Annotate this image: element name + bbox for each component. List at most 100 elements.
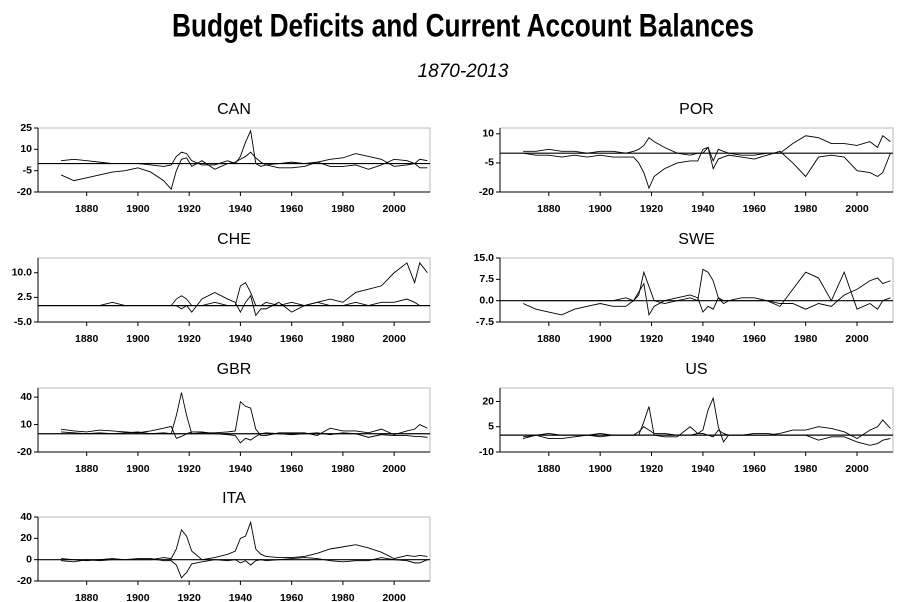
y-tick-label: 20 <box>20 532 32 544</box>
series-line <box>523 268 891 310</box>
x-tick-label: 1960 <box>280 463 304 475</box>
y-tick-label: 0.0 <box>479 294 494 306</box>
x-tick-label: 1940 <box>229 333 253 345</box>
plot-frame <box>37 127 431 193</box>
x-tick-label: 1940 <box>229 592 253 602</box>
x-tick-label: 1980 <box>331 203 355 215</box>
y-tick-label: -7.5 <box>476 316 494 328</box>
y-tick-label: 10 <box>20 143 32 155</box>
y-tick-label: -20 <box>17 446 32 458</box>
x-tick-label: 2000 <box>382 333 406 345</box>
series-line <box>523 396 891 443</box>
x-tick-label: 1900 <box>126 333 150 345</box>
y-tick-label: -20 <box>17 186 32 198</box>
series-line <box>523 426 891 446</box>
series-line <box>61 261 428 317</box>
x-tick-label: 1980 <box>794 203 818 215</box>
x-tick-label: 1960 <box>280 203 304 215</box>
x-tick-label: 1960 <box>280 592 304 602</box>
x-tick-label: 1900 <box>588 203 612 215</box>
x-tick-label: 1920 <box>177 203 201 215</box>
x-tick-label: 1880 <box>75 592 99 602</box>
x-tick-label: 1980 <box>331 463 355 475</box>
x-tick-label: 1980 <box>331 592 355 602</box>
x-tick-label: 1940 <box>229 463 253 475</box>
y-tick-label: 10 <box>20 418 32 430</box>
x-tick-label: 2000 <box>382 463 406 475</box>
x-tick-label: 1920 <box>640 463 664 475</box>
y-tick-label: 7.5 <box>479 273 494 285</box>
series-line <box>523 135 891 163</box>
y-tick-label: 15.0 <box>474 252 495 264</box>
series-line <box>523 146 891 190</box>
page-subtitle: 1870-2013 <box>418 61 509 82</box>
plot-frame <box>499 127 894 193</box>
x-tick-label: 1960 <box>743 333 767 345</box>
x-tick-label: 1880 <box>537 463 561 475</box>
panel-title: SWE <box>678 231 714 248</box>
panel-title: ITA <box>222 490 246 507</box>
y-tick-label: 20 <box>482 395 494 407</box>
plot-frame <box>499 257 894 323</box>
x-tick-label: 1880 <box>537 203 561 215</box>
x-tick-label: 1940 <box>691 463 715 475</box>
plot-frame <box>37 257 431 323</box>
series-line <box>522 277 891 317</box>
y-tick-label: -5.0 <box>14 316 32 328</box>
panel-title: CAN <box>217 101 251 118</box>
y-tick-label: 40 <box>20 511 32 523</box>
x-tick-label: 1920 <box>177 333 201 345</box>
y-tick-label: 0 <box>26 553 32 565</box>
x-tick-label: 1900 <box>126 592 150 602</box>
series-line <box>61 392 428 437</box>
y-tick-label: 2.5 <box>17 291 32 303</box>
y-tick-label: -5 <box>485 157 494 169</box>
panel-title: GBR <box>217 361 252 378</box>
x-tick-label: 1960 <box>743 463 767 475</box>
y-tick-label: -5 <box>23 164 32 176</box>
y-tick-label: 40 <box>20 391 32 403</box>
x-tick-label: 1940 <box>691 333 715 345</box>
y-tick-label: 10 <box>482 128 494 140</box>
x-tick-label: 1920 <box>177 463 201 475</box>
x-tick-label: 1980 <box>794 333 818 345</box>
y-tick-label: -10 <box>479 446 494 458</box>
series-line <box>61 557 428 579</box>
panel-title: CHE <box>217 231 251 248</box>
y-tick-label: 25 <box>20 122 32 134</box>
x-tick-label: 1940 <box>229 203 253 215</box>
x-tick-label: 2000 <box>382 203 406 215</box>
x-tick-label: 2000 <box>845 333 869 345</box>
x-tick-label: 1980 <box>331 333 355 345</box>
x-tick-label: 2000 <box>845 203 869 215</box>
x-tick-label: 1900 <box>588 463 612 475</box>
series-line <box>61 129 428 167</box>
plot-frame <box>499 387 894 453</box>
x-tick-label: 2000 <box>382 592 406 602</box>
x-tick-label: 1880 <box>75 333 99 345</box>
y-tick-label: -20 <box>17 575 32 587</box>
x-tick-label: 1880 <box>537 333 561 345</box>
x-tick-label: 1900 <box>126 463 150 475</box>
y-tick-label: -20 <box>479 186 494 198</box>
page-title: Budget Deficits and Current Account Bala… <box>172 7 754 43</box>
series-line <box>60 425 428 444</box>
x-tick-label: 1940 <box>691 203 715 215</box>
x-tick-label: 1900 <box>126 203 150 215</box>
panel-title: POR <box>679 101 714 118</box>
plot-frame <box>37 387 431 453</box>
series-line <box>60 151 428 191</box>
x-tick-label: 1880 <box>75 463 99 475</box>
x-tick-label: 1980 <box>794 463 818 475</box>
x-tick-label: 1960 <box>280 333 304 345</box>
y-tick-label: 10.0 <box>12 267 33 279</box>
y-tick-label: 5 <box>488 421 494 433</box>
panel-title: US <box>685 361 707 378</box>
x-tick-label: 1920 <box>640 203 664 215</box>
x-tick-label: 1920 <box>640 333 664 345</box>
x-tick-label: 1900 <box>588 333 612 345</box>
x-tick-label: 1920 <box>177 592 201 602</box>
series-line <box>61 281 428 307</box>
